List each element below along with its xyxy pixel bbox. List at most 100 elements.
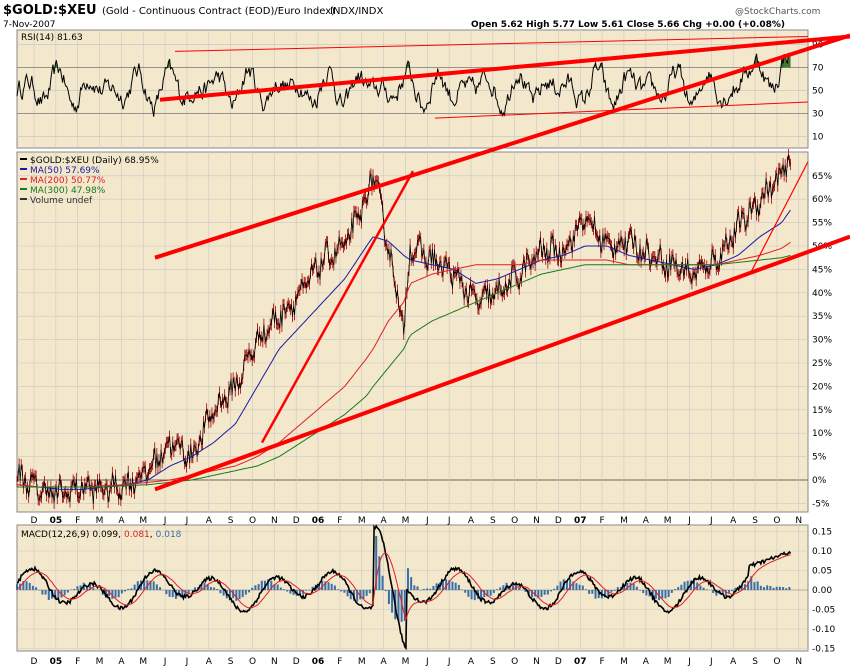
macd-histogram-bar xyxy=(705,589,708,590)
macd-histogram-bar xyxy=(673,589,676,590)
macd-histogram-bar xyxy=(349,590,352,600)
macd-histogram-bar xyxy=(108,590,111,596)
x-tick-label: M xyxy=(358,516,366,526)
macd-histogram-bar xyxy=(155,584,158,590)
macd-signal-line xyxy=(16,552,791,622)
macd-histogram-bar xyxy=(159,587,162,590)
macd-histogram-bar xyxy=(495,589,498,590)
macd-panel xyxy=(16,524,809,652)
macd-histogram-bar xyxy=(54,590,57,600)
x-tick-label: A xyxy=(643,516,650,526)
x-tick-label: O xyxy=(249,516,256,526)
rsi-overbought-fill xyxy=(788,53,790,68)
price-legend: $GOLD:$XEU (Daily) 68.95%MA(50) 57.69%MA… xyxy=(20,156,159,206)
x-tick-label: A xyxy=(643,657,650,667)
macd-legend-part: , xyxy=(118,530,121,540)
macd-histogram-bar xyxy=(130,588,133,590)
macd-histogram-bar xyxy=(330,583,333,590)
x-tick-label: A xyxy=(730,516,737,526)
rsi-y-tick-label: 50 xyxy=(812,87,824,97)
macd-histogram-bar xyxy=(143,578,146,590)
macd-histogram-bar xyxy=(750,576,753,590)
macd-histogram-bar xyxy=(429,588,432,590)
macd-histogram-bar xyxy=(610,590,613,592)
macd-histogram-bar xyxy=(273,584,276,590)
macd-histogram-bar xyxy=(270,580,273,590)
macd-histogram-bar xyxy=(724,590,727,597)
exchange-label: INDX/INDX xyxy=(330,6,383,17)
macd-legend-part: 0.099 xyxy=(92,530,118,540)
macd-histogram-bar xyxy=(616,587,619,590)
x-tick-label: 06 xyxy=(312,516,325,526)
x-tick-label: D xyxy=(555,516,562,526)
x-tick-label: A xyxy=(381,657,388,667)
macd-histogram-bar xyxy=(597,590,600,599)
macd-histogram-bar xyxy=(613,590,616,591)
macd-histogram-bar xyxy=(639,590,642,591)
macd-histogram-bar xyxy=(89,584,92,590)
macd-histogram-bar xyxy=(556,585,559,590)
x-tick-label: A xyxy=(206,516,213,526)
axis-ticks: D D 05 05 F F M M A A M M J J J J A A S S O O N N D D 06 06 F F M M A A M M… xyxy=(31,41,836,668)
macd-histogram-bar xyxy=(406,568,409,590)
macd-histogram-bar xyxy=(317,585,320,590)
macd-histogram-bar xyxy=(136,581,139,590)
x-tick-label: N xyxy=(271,516,278,526)
macd-histogram-bar xyxy=(588,590,591,594)
macd-histogram-bar xyxy=(623,585,626,590)
macd-histogram-bar xyxy=(632,583,635,590)
macd-histogram-bar xyxy=(543,590,546,595)
x-tick-label: M xyxy=(620,657,628,667)
macd-histogram-bar xyxy=(276,584,279,590)
price-y-tick-label: -5% xyxy=(812,499,830,509)
macd-histogram-bar xyxy=(368,590,371,594)
macd-histogram-bar xyxy=(133,584,136,590)
rsi-lower-trendline xyxy=(434,101,809,119)
x-tick-label: A xyxy=(118,657,125,667)
macd-histogram-bar xyxy=(680,584,683,590)
price-y-tick-label: 45% xyxy=(812,265,832,275)
x-tick-label: M xyxy=(402,657,410,667)
macd-histogram-bar xyxy=(464,590,467,593)
macd-histogram-bar xyxy=(181,590,184,596)
macd-histogram-bar xyxy=(400,590,403,622)
macd-histogram-bar xyxy=(22,581,25,590)
macd-histogram-bar xyxy=(775,586,778,590)
macd-histogram-bar xyxy=(715,590,718,596)
macd-y-tick-label: 0.10 xyxy=(812,547,832,557)
macd-histogram-bar xyxy=(578,584,581,590)
macd-histogram-bar xyxy=(41,590,44,595)
macd-histogram-bar xyxy=(337,589,340,590)
macd-histogram-bar xyxy=(642,590,645,594)
macd-histogram-bar xyxy=(581,585,584,590)
macd-histogram-bar xyxy=(489,590,492,596)
macd-histogram-bar xyxy=(213,587,216,590)
macd-histogram-bar xyxy=(486,590,489,597)
macd-histogram-bar xyxy=(257,584,260,590)
x-tick-label: J xyxy=(709,657,713,667)
macd-histogram-bar xyxy=(445,579,448,590)
price-y-tick-label: 15% xyxy=(812,406,832,416)
x-tick-label: M xyxy=(664,516,672,526)
macd-histogram-bar xyxy=(667,590,670,597)
macd-histogram-bar xyxy=(645,590,648,596)
x-tick-label: O xyxy=(511,516,518,526)
macd-histogram-bar xyxy=(546,590,549,595)
x-tick-label: S xyxy=(228,516,234,526)
macd-histogram-bar xyxy=(473,590,476,601)
x-tick-label: M xyxy=(96,516,104,526)
macd-histogram-bar xyxy=(356,590,359,602)
macd-histogram-bar xyxy=(686,580,689,590)
macd-histogram-bar xyxy=(232,590,235,599)
legend-entry: Volume undef xyxy=(30,196,93,206)
macd-histogram-bar xyxy=(769,585,772,590)
rsi-upper-channel-extension xyxy=(159,34,850,102)
macd-histogram-bar xyxy=(127,588,130,590)
macd-histogram-bar xyxy=(788,586,791,590)
macd-histogram-bar xyxy=(209,586,212,590)
x-tick-label: A xyxy=(381,516,388,526)
macd-histogram-bar xyxy=(470,590,473,600)
macd-histogram-bar xyxy=(98,589,101,590)
macd-histogram-bar xyxy=(289,590,292,594)
macd-legend-part: 0.018 xyxy=(156,530,182,540)
